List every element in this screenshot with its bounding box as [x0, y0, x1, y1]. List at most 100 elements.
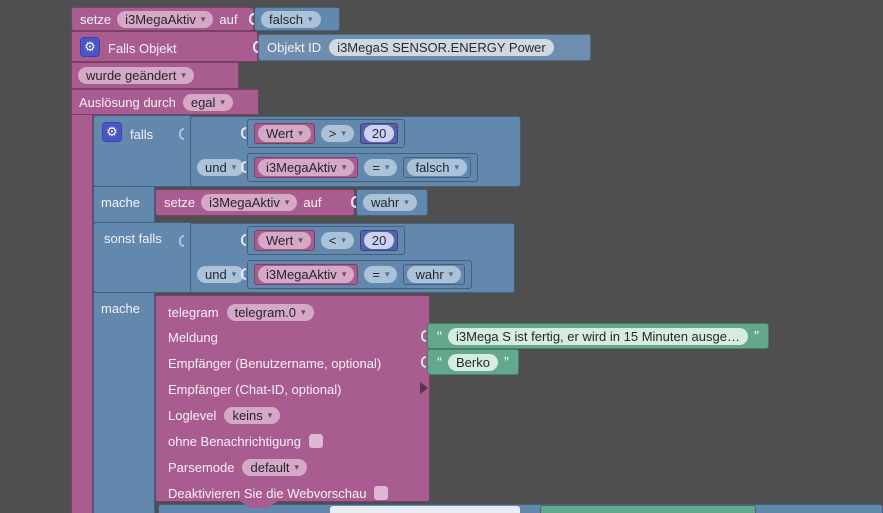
block-set-variable-true[interactable]: setze i3MegaAktiv ▾ auf: [155, 189, 355, 216]
block-number-20[interactable]: 20: [359, 123, 399, 144]
connector-tab: [241, 234, 246, 246]
silent-row: ohne Benachrichtigung: [156, 430, 429, 452]
set-variable-row: setze i3MegaAktiv ▾ auf: [72, 8, 253, 30]
message-text-field[interactable]: i3Mega S ist fertig, er wird in 15 Minut…: [448, 327, 748, 345]
number-field[interactable]: 20: [363, 125, 395, 142]
gear-icon[interactable]: ⚙: [80, 37, 100, 57]
webpreview-checkbox[interactable]: [374, 486, 389, 500]
socket-tab: [179, 128, 184, 140]
block-number-20[interactable]: 20: [359, 230, 399, 251]
dropdown-arrow-icon: ▾: [384, 269, 390, 279]
recipient-user-label: Empfänger (Benutzername, optional): [168, 355, 382, 371]
block-trigger-header[interactable]: ⚙ Falls Objekt: [71, 31, 258, 62]
dropdown-arrow-icon: ▾: [294, 461, 300, 472]
webpreview-label: Deaktivieren Sie die Webvorschau: [168, 485, 367, 501]
setze-keyword: setze: [164, 195, 196, 210]
loglevel-dropdown[interactable]: keins ▾: [224, 406, 281, 424]
logic-operator-dropdown[interactable]: und ▾: [197, 159, 245, 176]
compare-operator-dropdown[interactable]: = ▾: [364, 266, 398, 283]
recipient-text-field[interactable]: Berko: [448, 353, 498, 371]
recipient-user-row: Empfänger (Benutzername, optional): [156, 352, 429, 374]
block-trigger-by-row[interactable]: Auslösung durch egal ▾: [71, 89, 259, 115]
instance-dropdown[interactable]: telegram.0 ▾: [226, 303, 314, 321]
dropdown-arrow-icon: ▾: [384, 162, 390, 172]
dropdown-arrow-icon: ▾: [404, 197, 409, 207]
trigger-by-dropdown[interactable]: egal ▾: [182, 93, 233, 111]
clipped-text-field[interactable]: [330, 506, 520, 513]
if-do-wall: [93, 293, 155, 513]
wert-dropdown[interactable]: Wert ▾: [258, 125, 311, 142]
block-compare-aktiv-falsch[interactable]: i3MegaAktiv ▾ = ▾ falsch ▾: [247, 153, 478, 182]
telegram-keyword: telegram: [168, 304, 219, 320]
loglevel-label: Loglevel: [168, 407, 217, 423]
compare-operator-dropdown[interactable]: > ▾: [320, 125, 354, 142]
block-compare-wert-gt[interactable]: Wert ▾ > ▾ 20: [247, 119, 406, 148]
change-row: wurde geändert ▾: [72, 63, 238, 88]
objekt-id-row: Objekt ID i3MegaS SENSOR.ENERGY Power: [259, 35, 590, 60]
block-get-wert[interactable]: Wert ▾: [254, 230, 315, 251]
compare-operator-dropdown[interactable]: < ▾: [320, 232, 354, 249]
block-boolean-wahr[interactable]: wahr ▾: [356, 189, 428, 216]
dropdown-arrow-icon: ▾: [301, 306, 306, 317]
silent-checkbox[interactable]: [309, 434, 323, 448]
variable-dropdown[interactable]: i3MegaAktiv ▾: [258, 159, 355, 176]
loglevel-row: Loglevel keins ▾: [156, 404, 429, 426]
block-get-i3megaaktiv[interactable]: i3MegaAktiv ▾: [254, 264, 359, 285]
block-telegram[interactable]: telegram telegram.0 ▾ Meldung Empfänger …: [155, 295, 430, 502]
block-set-variable-false[interactable]: setze i3MegaAktiv ▾ auf: [71, 7, 254, 31]
elseif-keyword: sonst falls: [104, 231, 162, 246]
block-boolean-wahr[interactable]: wahr ▾: [403, 264, 466, 285]
connector-tab: [241, 161, 246, 173]
set-variable-row: setze i3MegaAktiv ▾ auf: [156, 190, 354, 215]
gear-icon[interactable]: ⚙: [102, 122, 122, 142]
dropdown-arrow-icon: ▾: [298, 235, 303, 245]
trigger-statement-wall: [71, 115, 93, 513]
block-elseif-header[interactable]: sonst falls: [93, 222, 192, 293]
block-boolean-falsch[interactable]: falsch ▾: [254, 7, 340, 31]
boolean-row: falsch ▾: [255, 8, 339, 30]
block-get-wert[interactable]: Wert ▾: [254, 123, 315, 144]
webpreview-row: Deaktivieren Sie die Webvorschau: [156, 482, 429, 504]
block-string-recipient[interactable]: “ Berko ”: [427, 349, 519, 375]
number-field[interactable]: 20: [363, 232, 395, 249]
close-quote-icon: ”: [503, 353, 509, 371]
block-trigger-change-row[interactable]: wurde geändert ▾: [71, 62, 239, 89]
clipped-string-block[interactable]: [540, 505, 756, 513]
dropdown-arrow-icon: ▾: [181, 70, 186, 80]
recipient-chat-row: Empfänger (Chat-ID, optional): [156, 378, 429, 400]
objekt-id-field[interactable]: i3MegaS SENSOR.ENERGY Power: [329, 39, 554, 56]
boolean-dropdown[interactable]: wahr ▾: [407, 266, 462, 283]
block-compare-wert-lt[interactable]: Wert ▾ < ▾ 20: [247, 226, 406, 255]
connector-tab: [421, 330, 426, 342]
dropdown-arrow-icon: ▾: [298, 128, 303, 138]
variable-dropdown[interactable]: i3MegaAktiv ▾: [117, 10, 214, 28]
dropdown-arrow-icon: ▾: [267, 409, 273, 420]
do-keyword: mache: [101, 301, 141, 316]
parsemode-dropdown[interactable]: default ▾: [242, 458, 308, 476]
connector-tab: [351, 196, 356, 208]
block-boolean-falsch[interactable]: falsch ▾: [403, 157, 471, 178]
block-objekt-id[interactable]: Objekt ID i3MegaS SENSOR.ENERGY Power: [258, 34, 591, 61]
logic-operator-dropdown[interactable]: und ▾: [197, 266, 245, 283]
close-quote-icon: ”: [753, 327, 759, 345]
change-mode-dropdown[interactable]: wurde geändert ▾: [78, 67, 194, 84]
boolean-dropdown[interactable]: falsch ▾: [407, 159, 467, 176]
dropdown-arrow-icon: ▾: [231, 162, 237, 172]
value-socket-notch: [420, 382, 428, 394]
dropdown-arrow-icon: ▾: [341, 269, 347, 279]
variable-dropdown[interactable]: i3MegaAktiv ▾: [201, 194, 298, 211]
open-quote-icon: “: [437, 327, 442, 345]
statement-notch: [240, 501, 278, 508]
boolean-dropdown[interactable]: falsch ▾: [261, 10, 321, 28]
dropdown-arrow-icon: ▾: [284, 197, 290, 207]
wert-dropdown[interactable]: Wert ▾: [258, 232, 311, 249]
block-get-i3megaaktiv[interactable]: i3MegaAktiv ▾: [254, 157, 359, 178]
dropdown-arrow-icon: ▾: [341, 128, 346, 138]
block-string-message[interactable]: “ i3Mega S ist fertig, er wird in 15 Min…: [427, 323, 769, 349]
boolean-dropdown[interactable]: wahr ▾: [363, 194, 417, 211]
block-if-header[interactable]: ⚙ falls: [93, 115, 192, 187]
compare-operator-dropdown[interactable]: = ▾: [364, 159, 398, 176]
variable-dropdown[interactable]: i3MegaAktiv ▾: [258, 266, 355, 283]
block-compare-aktiv-wahr[interactable]: i3MegaAktiv ▾ = ▾ wahr ▾: [247, 260, 473, 289]
